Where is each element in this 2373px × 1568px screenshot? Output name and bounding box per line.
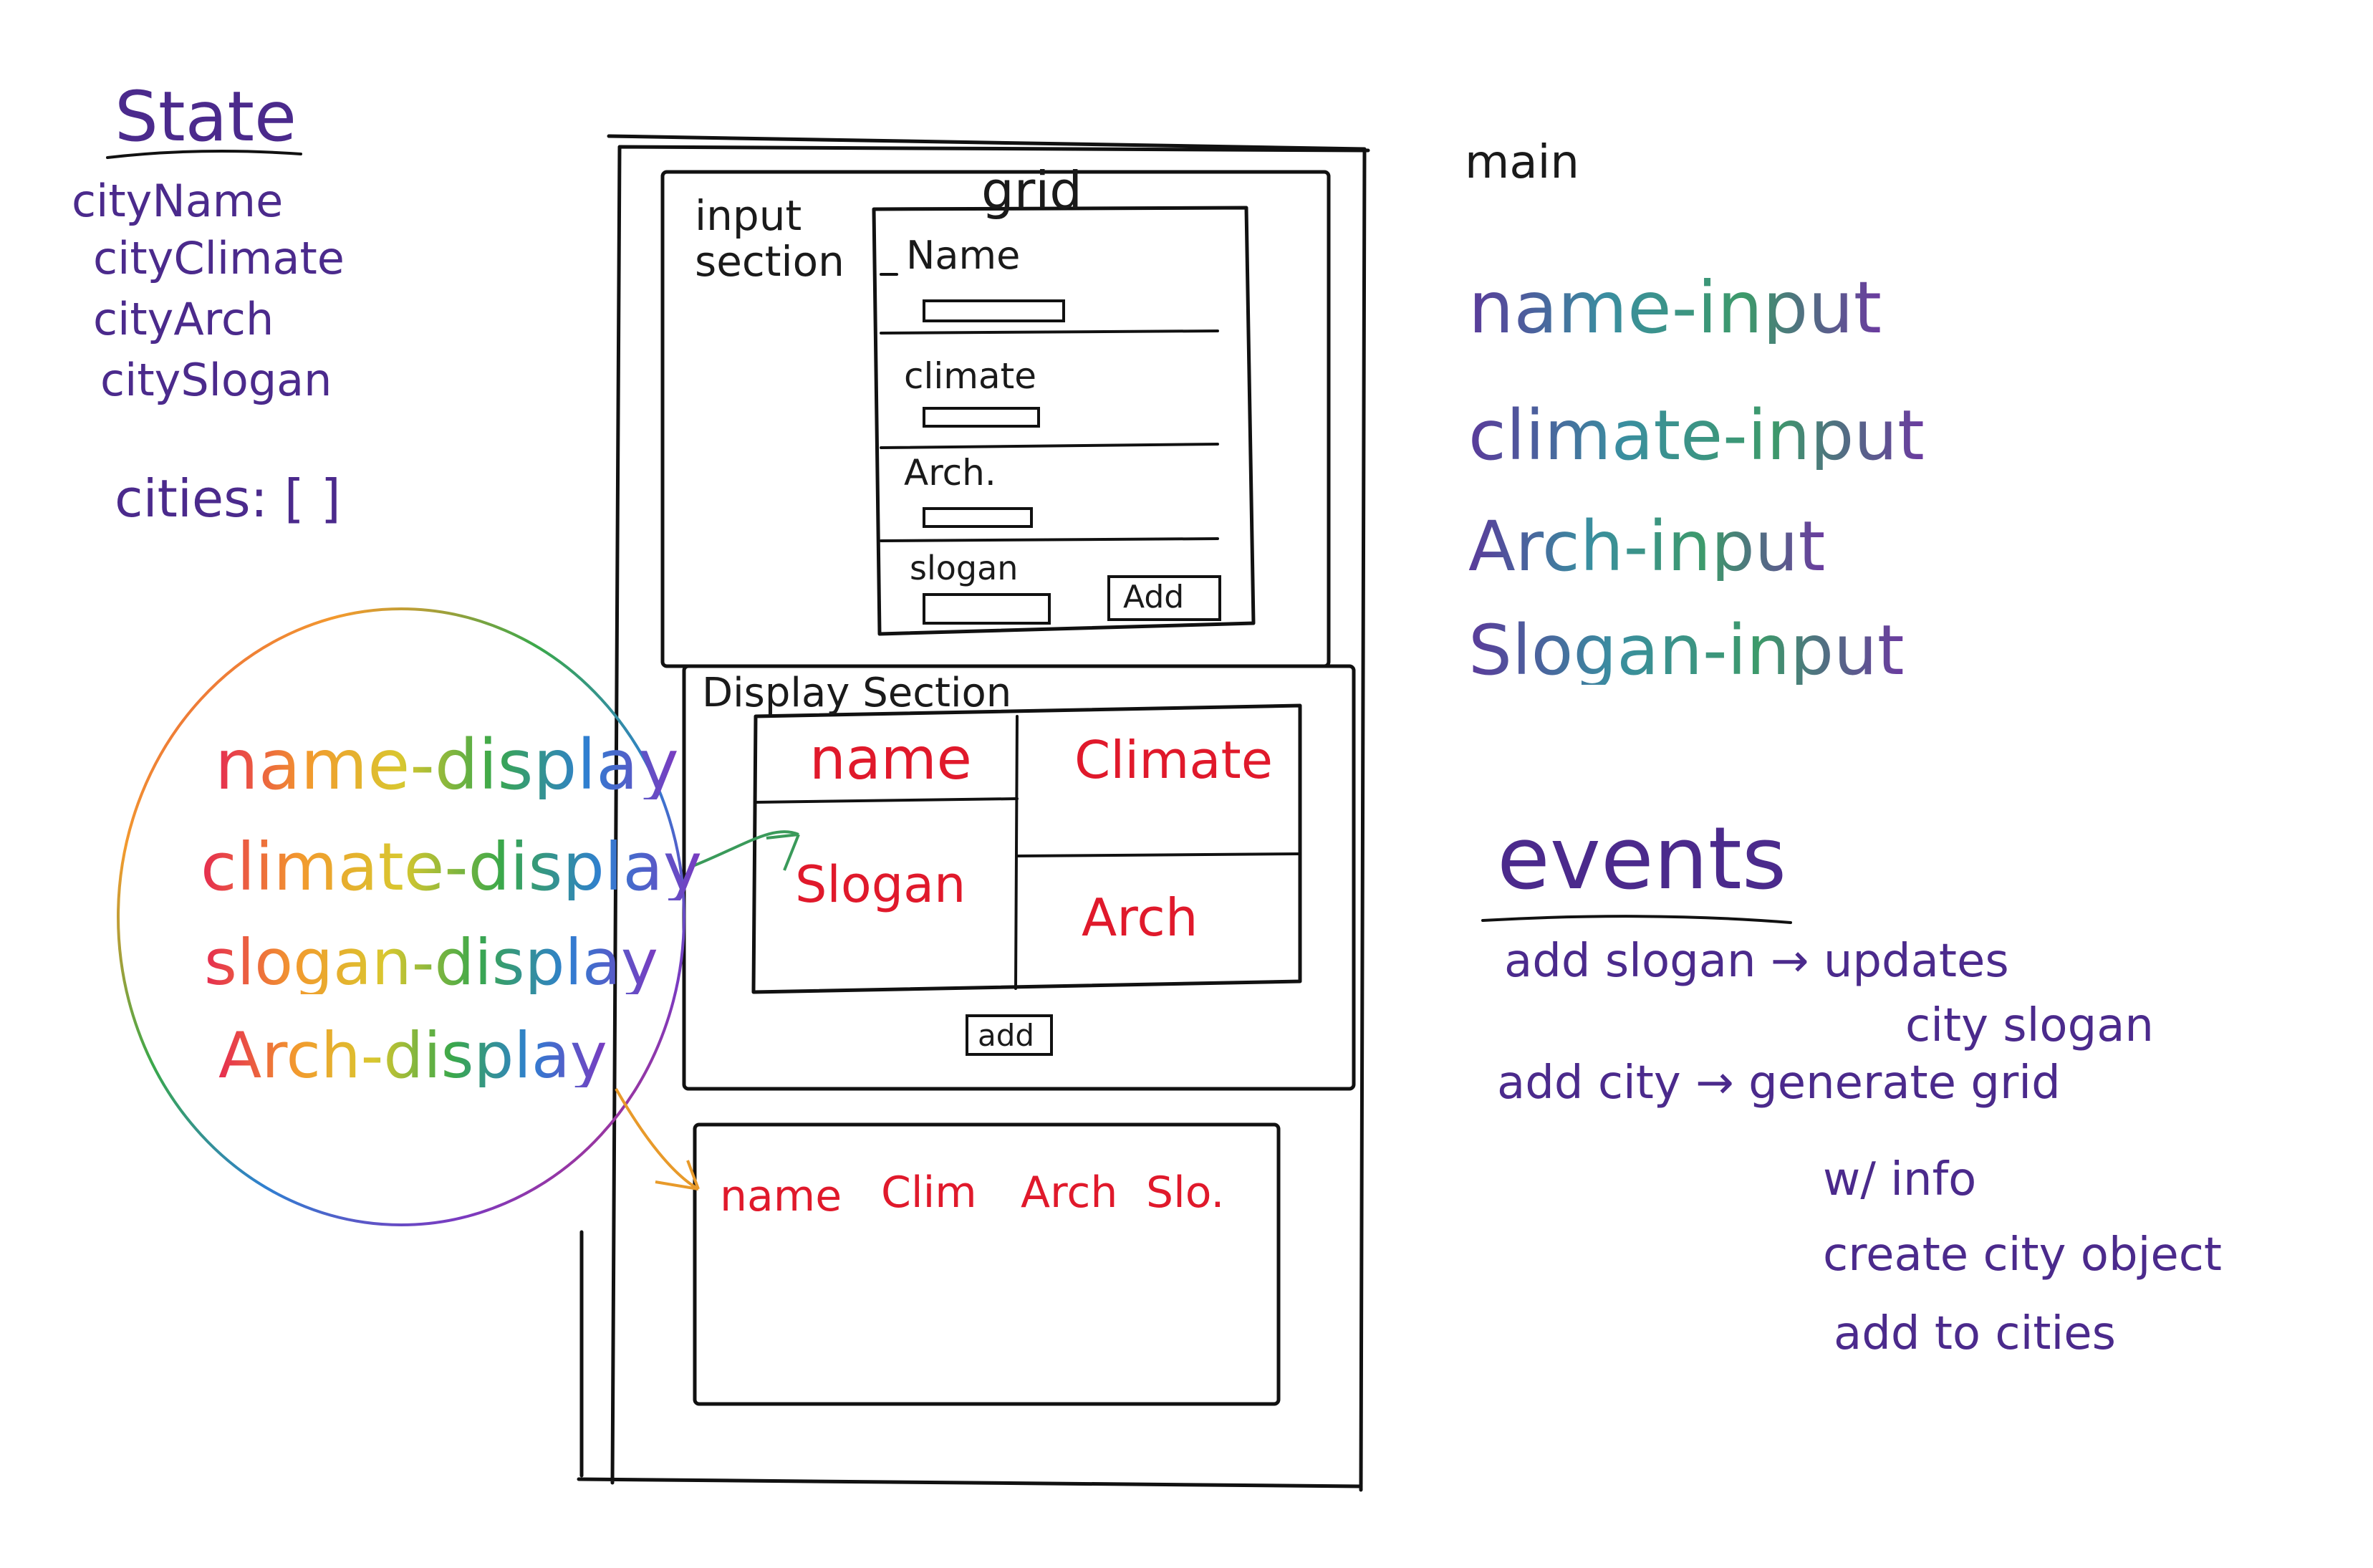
state-item: cityClimate — [93, 232, 345, 284]
display-ids-ring — [117, 607, 685, 1226]
arch-input-id: Arch-input — [1468, 506, 1826, 587]
events-title: events — [1497, 809, 1787, 909]
name-display-id: name-display — [215, 725, 679, 805]
arch-display-cell: Arch — [1082, 888, 1198, 948]
display-section-label: Display Section — [702, 670, 1012, 716]
display-add-button[interactable]: add — [978, 1018, 1035, 1053]
list-slogan: Slo. — [1146, 1168, 1225, 1218]
event-line: w/ info — [1823, 1153, 1977, 1206]
main-label: main — [1465, 136, 1579, 189]
grid-label: grid — [981, 160, 1083, 221]
input-section-label: input section — [695, 191, 844, 286]
event-line: city slogan — [1905, 999, 2154, 1052]
state-item: citySlogan — [100, 354, 332, 406]
display-section-box — [682, 664, 1356, 1091]
event-line: add slogan → updates — [1504, 935, 2009, 988]
display-add-button-box — [966, 1014, 1053, 1056]
slogan-display-cell: Slogan — [795, 855, 966, 914]
input-add-button[interactable]: Add — [1123, 579, 1185, 615]
state-item: cities: [ ] — [115, 468, 341, 529]
arrow-to-list — [615, 1088, 700, 1191]
state-title: State — [115, 77, 297, 157]
list-section-box — [693, 1122, 1281, 1406]
list-name: name — [720, 1171, 842, 1221]
slogan-display-id: slogan-display — [204, 925, 658, 999]
list-arch: Arch — [1021, 1168, 1118, 1218]
climate-input-id: climate-input — [1468, 395, 1925, 476]
name-display-cell: name — [809, 726, 972, 792]
slogan-input-id: Slogan-input — [1468, 610, 1905, 691]
state-item: cityName — [72, 175, 284, 227]
list-climate: Clim — [881, 1168, 977, 1218]
state-item: cityArch — [93, 293, 274, 345]
climate-display-id: climate-display — [201, 829, 703, 905]
climate-field-label: climate — [904, 355, 1036, 397]
arch-field-label: Arch. — [904, 452, 996, 494]
arch-display-id: Arch-display — [218, 1019, 607, 1092]
climate-display-cell: Climate — [1074, 730, 1274, 790]
event-line: add to cities — [1834, 1307, 2116, 1360]
slogan-field-label: slogan — [910, 549, 1019, 587]
grid-box — [872, 206, 1256, 636]
event-line: add city → generate grid — [1497, 1057, 2061, 1110]
name-field-label: Name — [906, 233, 1021, 278]
arrow-to-display — [690, 830, 800, 871]
name-input-id: name-input — [1468, 266, 1882, 350]
main-frame — [577, 134, 1370, 1492]
input-add-button-box — [1107, 575, 1221, 621]
event-line: create city object — [1823, 1228, 2222, 1281]
display-grid — [751, 703, 1302, 994]
